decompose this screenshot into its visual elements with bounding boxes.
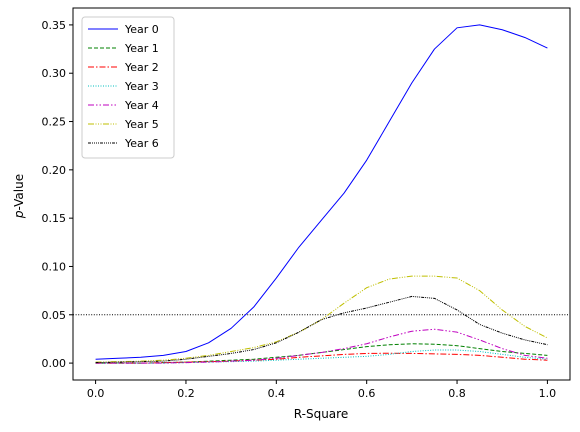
y-axis-label: p-Value (12, 174, 26, 219)
legend-label-year-6: Year 6 (124, 137, 159, 150)
y-tick-label: 0.25 (42, 116, 67, 129)
legend-label-year-5: Year 5 (124, 118, 159, 131)
x-tick-label: 0.4 (268, 387, 286, 400)
x-tick-label: 0.8 (448, 387, 466, 400)
legend-label-year-3: Year 3 (124, 80, 159, 93)
y-axis-label-italic: p (12, 210, 26, 219)
y-tick-label: 0.10 (42, 260, 67, 273)
legend-label-year-1: Year 1 (124, 42, 159, 55)
x-tick-label: 1.0 (539, 387, 557, 400)
y-tick-label: 0.05 (42, 309, 67, 322)
y-tick-label: 0.30 (42, 67, 67, 80)
y-tick-label: 0.35 (42, 19, 67, 32)
y-tick-label: 0.15 (42, 212, 67, 225)
series-line-year-2 (95, 352, 548, 364)
plot-area (73, 24, 570, 364)
y-tick-label: 0.20 (42, 164, 67, 177)
axes-frame (72, 7, 571, 381)
legend-label-year-2: Year 2 (124, 61, 159, 74)
series-line-year-0 (95, 24, 548, 360)
legend: Year 0 Year 1 Year 2 Year 3 Year 4 Year 5 Year… (81, 16, 175, 159)
x-tick-label: 0.2 (177, 387, 195, 400)
legend-label-year-0: Year 0 (124, 23, 159, 36)
y-tick-label: 0.00 (42, 357, 67, 370)
series-line-year-4 (95, 328, 548, 364)
legend-label-year-4: Year 4 (124, 99, 159, 112)
x-tick-label: 0.0 (87, 387, 105, 400)
series-line-year-5 (95, 275, 548, 363)
axes: 0.0 0.2 0.4 0.6 0.8 1.0 0.00 0.05 0.10 0.15 0.20 0.… (42, 7, 571, 400)
series-line-year-6 (95, 295, 548, 364)
legend-box (81, 16, 175, 159)
x-axis-label: R-Square (294, 407, 348, 421)
x-tick-label: 0.6 (358, 387, 376, 400)
y-axis-label-rest: -Value (12, 174, 26, 211)
